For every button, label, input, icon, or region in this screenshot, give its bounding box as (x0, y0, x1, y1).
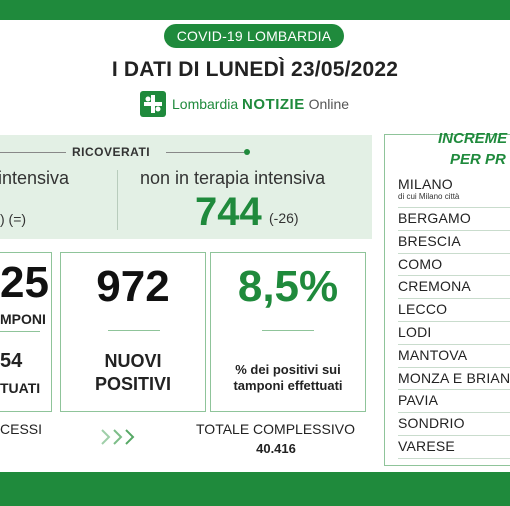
province-name: MILANO (398, 176, 453, 192)
decessi-label: CESSI (0, 421, 43, 437)
province-item: SONDRIO (398, 413, 510, 436)
province-item: LECCO (398, 299, 510, 322)
province-item: COMO (398, 254, 510, 277)
tamponi-label: MPONI (0, 311, 46, 327)
terapia-intensiva-delta: ) (=) (0, 211, 27, 227)
chevrons-right-icon (101, 429, 135, 445)
percentuale-label: % dei positivi sui tamponi effettuati (210, 362, 366, 394)
province-item: MONZA E BRIAN (398, 368, 510, 391)
plus-leaf-icon (140, 91, 166, 117)
terapia-intensiva-label: intensiva (0, 168, 70, 188)
logo-wordmark: Lombardia NOTIZIE Online (172, 95, 350, 113)
nuovi-positivi-label: NUOVI POSITIVI (60, 350, 206, 396)
region-pill: COVID-19 LOMBARDIA (164, 24, 344, 48)
totale-complessivo-value: 40.416 (256, 441, 296, 456)
ricoverati-title: RICOVERATI (72, 145, 151, 159)
lombardia-notizie-logo: Lombardia NOTIZIE Online (140, 90, 349, 118)
province-list: MILANO di cui Milano città BERGAMO BRESC… (398, 176, 510, 459)
province-panel (384, 134, 510, 466)
tamponi-value: 25 (0, 258, 49, 307)
province-item: BERGAMO (398, 208, 510, 231)
province-title-line2: PER PR (450, 151, 506, 168)
nuovi-positivi-box (60, 252, 206, 412)
province-sub: di cui Milano città (398, 192, 460, 201)
tamponi-total: 54 (0, 350, 23, 372)
ricoverati-rule-right (166, 152, 244, 153)
non-terapia-intensiva-value: 744 (195, 190, 262, 234)
province-item-milano: MILANO di cui Milano città (398, 176, 510, 208)
ricoverati-dot (244, 149, 250, 155)
province-title-line1: INCREME (438, 130, 508, 147)
province-item: CREMONA (398, 276, 510, 300)
page-title: I DATI DI LUNEDÌ 23/05/2022 (111, 58, 399, 81)
percentuale-label-line1: % dei positivi sui (235, 362, 341, 377)
ricoverati-rule-left (0, 152, 66, 153)
percentuale-label-line2: tamponi effettuati (233, 378, 343, 393)
nuovi-positivi-label-line1: NUOVI (104, 351, 162, 371)
province-item: LODI (398, 322, 510, 345)
nuovi-positivi-value: 972 (96, 262, 170, 311)
percentuale-box (210, 252, 366, 412)
province-item: MANTOVA (398, 345, 510, 368)
top-green-bar (0, 0, 510, 20)
percentuale-value: 8,5% (237, 262, 339, 311)
non-terapia-intensiva-delta: (-26) (269, 210, 299, 226)
bottom-green-bar (0, 472, 510, 506)
totale-complessivo-label: TOTALE COMPLESSIVO (196, 421, 355, 437)
province-item: VARESE (398, 436, 510, 459)
province-item: BRESCIA (398, 231, 510, 254)
ricoverati-divider (117, 170, 118, 230)
province-item: PAVIA (398, 390, 510, 414)
non-terapia-intensiva-label: non in terapia intensiva (140, 168, 326, 188)
percentuale-divider (262, 330, 314, 331)
tamponi-divider (0, 331, 40, 332)
nuovi-positivi-label-line2: POSITIVI (94, 374, 172, 394)
tamponi-box (0, 252, 52, 412)
tamponi-total-label: TUATI (0, 380, 41, 396)
nuovi-positivi-divider (108, 330, 160, 331)
